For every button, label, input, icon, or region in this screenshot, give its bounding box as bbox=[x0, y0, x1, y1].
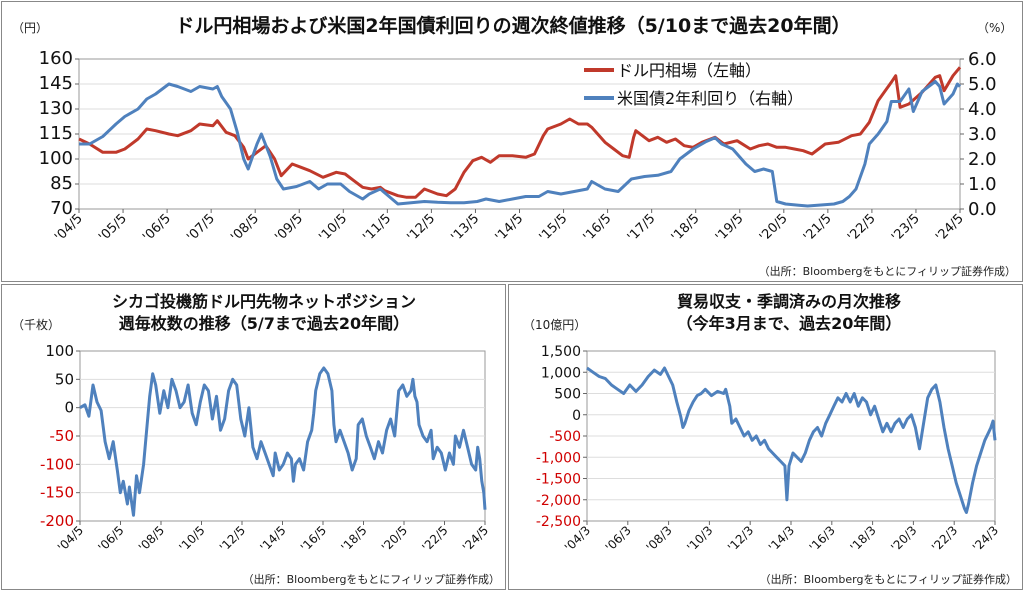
y-tick-label: -150 bbox=[40, 484, 74, 502]
x-tick-label: '15/5 bbox=[537, 211, 571, 245]
x-tick-label: '06/3 bbox=[603, 523, 634, 554]
x-tick-label: '22/5 bbox=[845, 211, 879, 245]
x-tick-label: '24/5 bbox=[460, 523, 491, 554]
x-tick-label: '20/5 bbox=[757, 211, 791, 245]
cftc-panel: シカゴ投機筋ドル円先物ネットポジション 週毎枚数の推移（5/7まで過去20年間）… bbox=[1, 284, 506, 590]
y-tick-label: 0 bbox=[572, 408, 581, 424]
x-tick-label: '06/5 bbox=[140, 211, 174, 245]
x-tick-label: '13/5 bbox=[448, 211, 482, 245]
y-tick-label: -200 bbox=[40, 512, 74, 530]
x-tick-label: '21/5 bbox=[801, 211, 835, 245]
y-tick-label: -100 bbox=[40, 455, 74, 473]
fx-yield-chart: ドル円相場および米国2年国債利回りの週次終値推移（5/10まで過去20年間） （… bbox=[12, 14, 1016, 278]
x-tick-label: '14/3 bbox=[766, 523, 797, 554]
y-tick-label: -500 bbox=[549, 429, 581, 445]
y-tick-label: 100 bbox=[45, 342, 74, 360]
x-tick-label: '18/3 bbox=[847, 523, 878, 554]
series-line-0 bbox=[586, 366, 997, 514]
y-right-tick-label: 4.0 bbox=[968, 99, 997, 120]
x-tick-label: '23/5 bbox=[889, 211, 923, 245]
y-right-tick-label: 1.0 bbox=[968, 174, 997, 195]
left-axis-unit: （円） bbox=[12, 21, 48, 35]
source-note: （出所：Bloombergをもとにフィリップ証券作成） bbox=[760, 572, 1017, 586]
y-tick-label: -1,000 bbox=[536, 450, 581, 466]
x-tick-label: '09/5 bbox=[272, 211, 306, 245]
y-tick-label: 100 bbox=[39, 148, 73, 169]
x-tick-label: '22/3 bbox=[929, 523, 960, 554]
y-tick-label: 85 bbox=[50, 173, 73, 194]
x-tick-label: '06/5 bbox=[95, 523, 126, 554]
series-line-0 bbox=[79, 366, 487, 517]
x-tick-label: '12/5 bbox=[404, 211, 438, 245]
trade-panel: 貿易収支・季調済みの月次推移 （今年3月まで、過去20年間） （10億円） 1,… bbox=[508, 284, 1023, 590]
y-tick-label: 500 bbox=[554, 387, 581, 403]
chart-title: シカゴ投機筋ドル円先物ネットポジション bbox=[112, 292, 416, 311]
y-tick-label: -2,500 bbox=[536, 514, 581, 530]
x-tick-label: '12/5 bbox=[217, 523, 248, 554]
right-axis-unit: （%） bbox=[977, 21, 1012, 35]
fx-yield-panel: ドル円相場および米国2年国債利回りの週次終値推移（5/10まで過去20年間） （… bbox=[1, 1, 1023, 282]
y-right-tick-label: 0.0 bbox=[968, 199, 997, 220]
x-tick-label: '18/5 bbox=[338, 523, 369, 554]
x-tick-label: '14/5 bbox=[493, 211, 527, 245]
x-tick-label: '20/5 bbox=[379, 523, 410, 554]
x-tick-label: '11/5 bbox=[360, 211, 394, 245]
y-right-tick-label: 3.0 bbox=[968, 124, 997, 145]
y-tick-label: 145 bbox=[39, 73, 73, 94]
y-tick-label: -2,000 bbox=[536, 493, 581, 509]
y-tick-label: 1,500 bbox=[541, 344, 581, 360]
x-tick-label: '16/5 bbox=[581, 211, 615, 245]
y-right-tick-label: 2.0 bbox=[968, 149, 997, 170]
x-tick-label: '08/5 bbox=[136, 523, 167, 554]
y-right-tick-label: 5.0 bbox=[968, 74, 997, 95]
y-tick-label: 1,000 bbox=[541, 365, 581, 381]
legend-label-usdjpy: ドル円相場（左軸） bbox=[617, 61, 761, 80]
chart-title: ドル円相場および米国2年国債利回りの週次終値推移（5/10まで過去20年間） bbox=[175, 14, 850, 37]
source-note: （出所：Bloombergをもとにフィリップ証券作成） bbox=[759, 264, 1016, 278]
series-line-0 bbox=[78, 66, 962, 199]
y-tick-label: 50 bbox=[55, 370, 74, 388]
cftc-chart: シカゴ投機筋ドル円先物ネットポジション 週毎枚数の推移（5/7まで過去20年間）… bbox=[12, 292, 500, 586]
left-axis-unit: （千枚） bbox=[12, 317, 60, 332]
legend-label-ust2y: 米国債2年利回り（右軸） bbox=[617, 89, 803, 108]
source-note: （出所：Bloombergをもとにフィリップ証券作成） bbox=[243, 572, 500, 586]
x-tick-label: '17/5 bbox=[625, 211, 659, 245]
x-tick-label: '10/5 bbox=[176, 523, 207, 554]
left-axis-unit: （10億円） bbox=[523, 318, 586, 332]
legend: ドル円相場（左軸） 米国債2年利回り（右軸） bbox=[584, 61, 803, 108]
x-tick-label: '19/5 bbox=[713, 211, 747, 245]
x-tick-label: '14/5 bbox=[257, 523, 288, 554]
x-tick-label: '18/5 bbox=[669, 211, 703, 245]
chart-subtitle: 週毎枚数の推移（5/7まで過去20年間） bbox=[119, 314, 409, 333]
y-right-tick-label: 6.0 bbox=[968, 49, 997, 70]
y-tick-label: -1,500 bbox=[536, 472, 581, 488]
y-tick-label: 130 bbox=[39, 98, 73, 119]
x-tick-label: '24/5 bbox=[933, 211, 967, 245]
x-tick-label: '05/5 bbox=[96, 211, 130, 245]
y-tick-label: 70 bbox=[50, 198, 73, 219]
y-tick-label: 160 bbox=[39, 48, 73, 69]
x-tick-label: '10/5 bbox=[316, 211, 350, 245]
x-tick-label: '08/5 bbox=[228, 211, 262, 245]
y-tick-label: 0 bbox=[64, 399, 74, 417]
x-tick-label: '08/3 bbox=[643, 523, 674, 554]
x-tick-label: '24/3 bbox=[970, 523, 1001, 554]
y-tick-label: -50 bbox=[50, 427, 75, 445]
x-tick-label: '07/5 bbox=[184, 211, 218, 245]
trade-chart: 貿易収支・季調済みの月次推移 （今年3月まで、過去20年間） （10億円） 1,… bbox=[523, 292, 1017, 586]
y-tick-label: 115 bbox=[39, 123, 73, 144]
chart-subtitle: （今年3月まで、過去20年間） bbox=[677, 314, 902, 333]
series-line-1 bbox=[79, 80, 962, 208]
chart-title: 貿易収支・季調済みの月次推移 bbox=[677, 292, 901, 311]
x-tick-label: '16/5 bbox=[298, 523, 329, 554]
x-tick-label: '12/3 bbox=[725, 523, 756, 554]
x-tick-label: '16/3 bbox=[807, 523, 838, 554]
x-tick-label: '10/3 bbox=[684, 523, 715, 554]
x-tick-label: '20/3 bbox=[888, 523, 919, 554]
x-tick-label: '22/5 bbox=[419, 523, 450, 554]
